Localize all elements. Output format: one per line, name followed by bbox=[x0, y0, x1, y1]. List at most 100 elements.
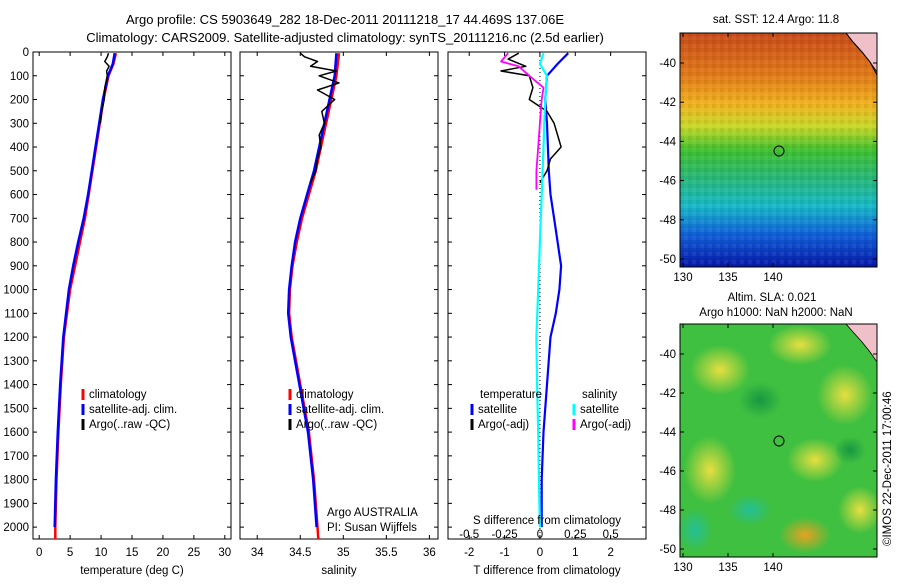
x-axis-label: salinity bbox=[321, 565, 356, 577]
x-axis-label: T difference from climatology bbox=[473, 565, 620, 577]
secondary-x-tick-label: -0.5 bbox=[459, 529, 479, 541]
y-tick-label: 700 bbox=[10, 213, 29, 225]
lat-tick-label: -50 bbox=[659, 254, 676, 266]
legend-label: climatology bbox=[296, 389, 354, 401]
y-tick-label: 1100 bbox=[4, 308, 29, 320]
x-tick-label: -2 bbox=[464, 547, 474, 559]
secondary-x-tick-label: 0 bbox=[537, 529, 543, 541]
lat-tick-label: -48 bbox=[659, 215, 676, 227]
x-tick-label: 34 bbox=[251, 547, 264, 559]
sla-anomaly-blob bbox=[677, 508, 713, 552]
x-tick-label: 30 bbox=[218, 547, 231, 559]
x-tick-label: 2 bbox=[607, 547, 613, 559]
lat-tick-label: -48 bbox=[659, 505, 676, 517]
plot-frame bbox=[239, 51, 439, 540]
difference-panel: -2 -1 0 1 2 T difference from climatology temp… bbox=[447, 51, 647, 577]
figure-title-line1: Argo profile: CS 5903649_282 18-Dec-2011… bbox=[126, 12, 564, 27]
x-axis-label: temperature (deg C) bbox=[80, 565, 184, 577]
y-tick-label: 1800 bbox=[3, 475, 29, 487]
secondary-x-tick-label: 0.5 bbox=[603, 529, 619, 541]
y-tick-label: 400 bbox=[10, 142, 29, 154]
series-line-satellite-adj-clim- bbox=[53, 52, 116, 528]
series-line-argo-raw-qc- bbox=[99, 52, 110, 124]
y-tick-label: 500 bbox=[10, 166, 29, 178]
y-tick-label: 1500 bbox=[3, 403, 29, 415]
sst-map-title: sat. SST: 12.4 Argo: 11.8 bbox=[713, 14, 839, 26]
y-tick-label: 1700 bbox=[3, 451, 29, 463]
lon-tick-label: 140 bbox=[763, 562, 782, 574]
x-tick-label: 5 bbox=[67, 547, 73, 559]
annotation-text: Argo AUSTRALIA bbox=[327, 507, 418, 519]
secondary-axis-label: S difference from climatology bbox=[473, 515, 621, 527]
lat-tick-label: -40 bbox=[659, 58, 676, 70]
legend-title: temperature bbox=[480, 389, 542, 401]
sst-map bbox=[679, 32, 878, 268]
series-line-argo-raw-qc- bbox=[299, 52, 340, 184]
x-tick-label: 35 bbox=[337, 547, 350, 559]
series-line-climatology bbox=[287, 53, 341, 540]
y-tick-label: 800 bbox=[10, 237, 29, 249]
legend-title: salinity bbox=[582, 389, 617, 401]
annotation-text: PI: Susan Wijffels bbox=[327, 522, 417, 534]
lat-tick-label: -44 bbox=[659, 427, 676, 439]
x-tick-label: 15 bbox=[126, 547, 139, 559]
sst-map-frame bbox=[679, 32, 878, 268]
series-line-argo-adj- bbox=[500, 52, 562, 184]
sla-anomaly-blob bbox=[779, 517, 831, 553]
secondary-x-tick-label: -0.25 bbox=[491, 529, 517, 541]
sla-map bbox=[677, 323, 882, 558]
sla-anomaly-blob bbox=[834, 436, 866, 464]
sla-map-title-line2: Argo h1000: NaN h2000: NaN bbox=[699, 307, 852, 319]
lat-tick-label: -42 bbox=[659, 388, 676, 400]
sla-map-frame bbox=[679, 323, 878, 558]
plot-frame bbox=[32, 51, 232, 540]
x-tick-label: 10 bbox=[95, 547, 108, 559]
temperature-panel: 0100200300400500600700800900100011001200… bbox=[3, 47, 232, 577]
legend-label: Argo(-adj) bbox=[580, 419, 631, 431]
x-tick-label: 35.5 bbox=[375, 547, 397, 559]
y-tick-label: 2000 bbox=[3, 522, 29, 534]
y-tick-label: 1600 bbox=[3, 427, 29, 439]
sla-map-title-line1: Altim. SLA: 0.021 bbox=[728, 292, 817, 304]
lat-tick-label: -46 bbox=[659, 466, 676, 478]
x-tick-label: 25 bbox=[187, 547, 200, 559]
series-line-satellite-adj-clim- bbox=[286, 53, 338, 528]
legend-label: satellite bbox=[478, 404, 517, 416]
figure-title-line2: Climatology: CARS2009. Satellite-adjuste… bbox=[86, 30, 604, 45]
secondary-x-tick-label: 0.25 bbox=[564, 529, 586, 541]
sst-map-ticks: -40 -42 -44 -46 -48 -50 130 135 140 bbox=[659, 33, 877, 284]
legend-label: Argo(..raw -QC) bbox=[296, 419, 377, 431]
y-tick-label: 1400 bbox=[3, 380, 29, 392]
salinity-panel: 34 34.5 35 35.5 36 salinity climatology satelli… bbox=[239, 51, 439, 577]
sla-anomaly-blob bbox=[838, 486, 882, 534]
x-tick-label: 20 bbox=[157, 547, 170, 559]
x-tick-label: 36 bbox=[423, 547, 436, 559]
y-tick-label: 200 bbox=[10, 95, 29, 107]
lon-tick-label: 140 bbox=[763, 272, 782, 284]
lon-tick-label: 130 bbox=[673, 562, 692, 574]
series-line-sal-satellite bbox=[535, 52, 549, 528]
lat-tick-label: -40 bbox=[659, 349, 676, 361]
x-tick-label: 1 bbox=[572, 547, 578, 559]
sla-anomaly-blob bbox=[728, 494, 772, 526]
legend-label: satellite-adj. clim. bbox=[89, 404, 177, 416]
imos-credit: ©IMOS 22-Dec-2011 17:00:46 bbox=[882, 391, 894, 546]
x-tick-label: 0 bbox=[36, 547, 42, 559]
y-tick-label: 0 bbox=[23, 47, 29, 59]
plot-frame bbox=[447, 51, 647, 540]
lon-tick-label: 135 bbox=[718, 272, 737, 284]
x-tick-label: 34.5 bbox=[289, 547, 311, 559]
y-tick-label: 300 bbox=[10, 118, 29, 130]
y-tick-label: 1200 bbox=[3, 332, 29, 344]
sla-argo-marker bbox=[773, 435, 785, 447]
legend-label: satellite bbox=[580, 404, 619, 416]
sla-anomaly-blob bbox=[787, 438, 843, 482]
sla-anomaly-blob bbox=[684, 436, 736, 504]
series-line-climatology bbox=[54, 52, 118, 539]
x-tick-label: -1 bbox=[499, 547, 509, 559]
sla-map-ticks: -40 -42 -44 -46 -48 -50 130 135 140 bbox=[659, 324, 877, 574]
lat-tick-label: -50 bbox=[659, 544, 676, 556]
sst-coastline bbox=[845, 32, 878, 76]
y-tick-label: 1000 bbox=[3, 285, 29, 297]
